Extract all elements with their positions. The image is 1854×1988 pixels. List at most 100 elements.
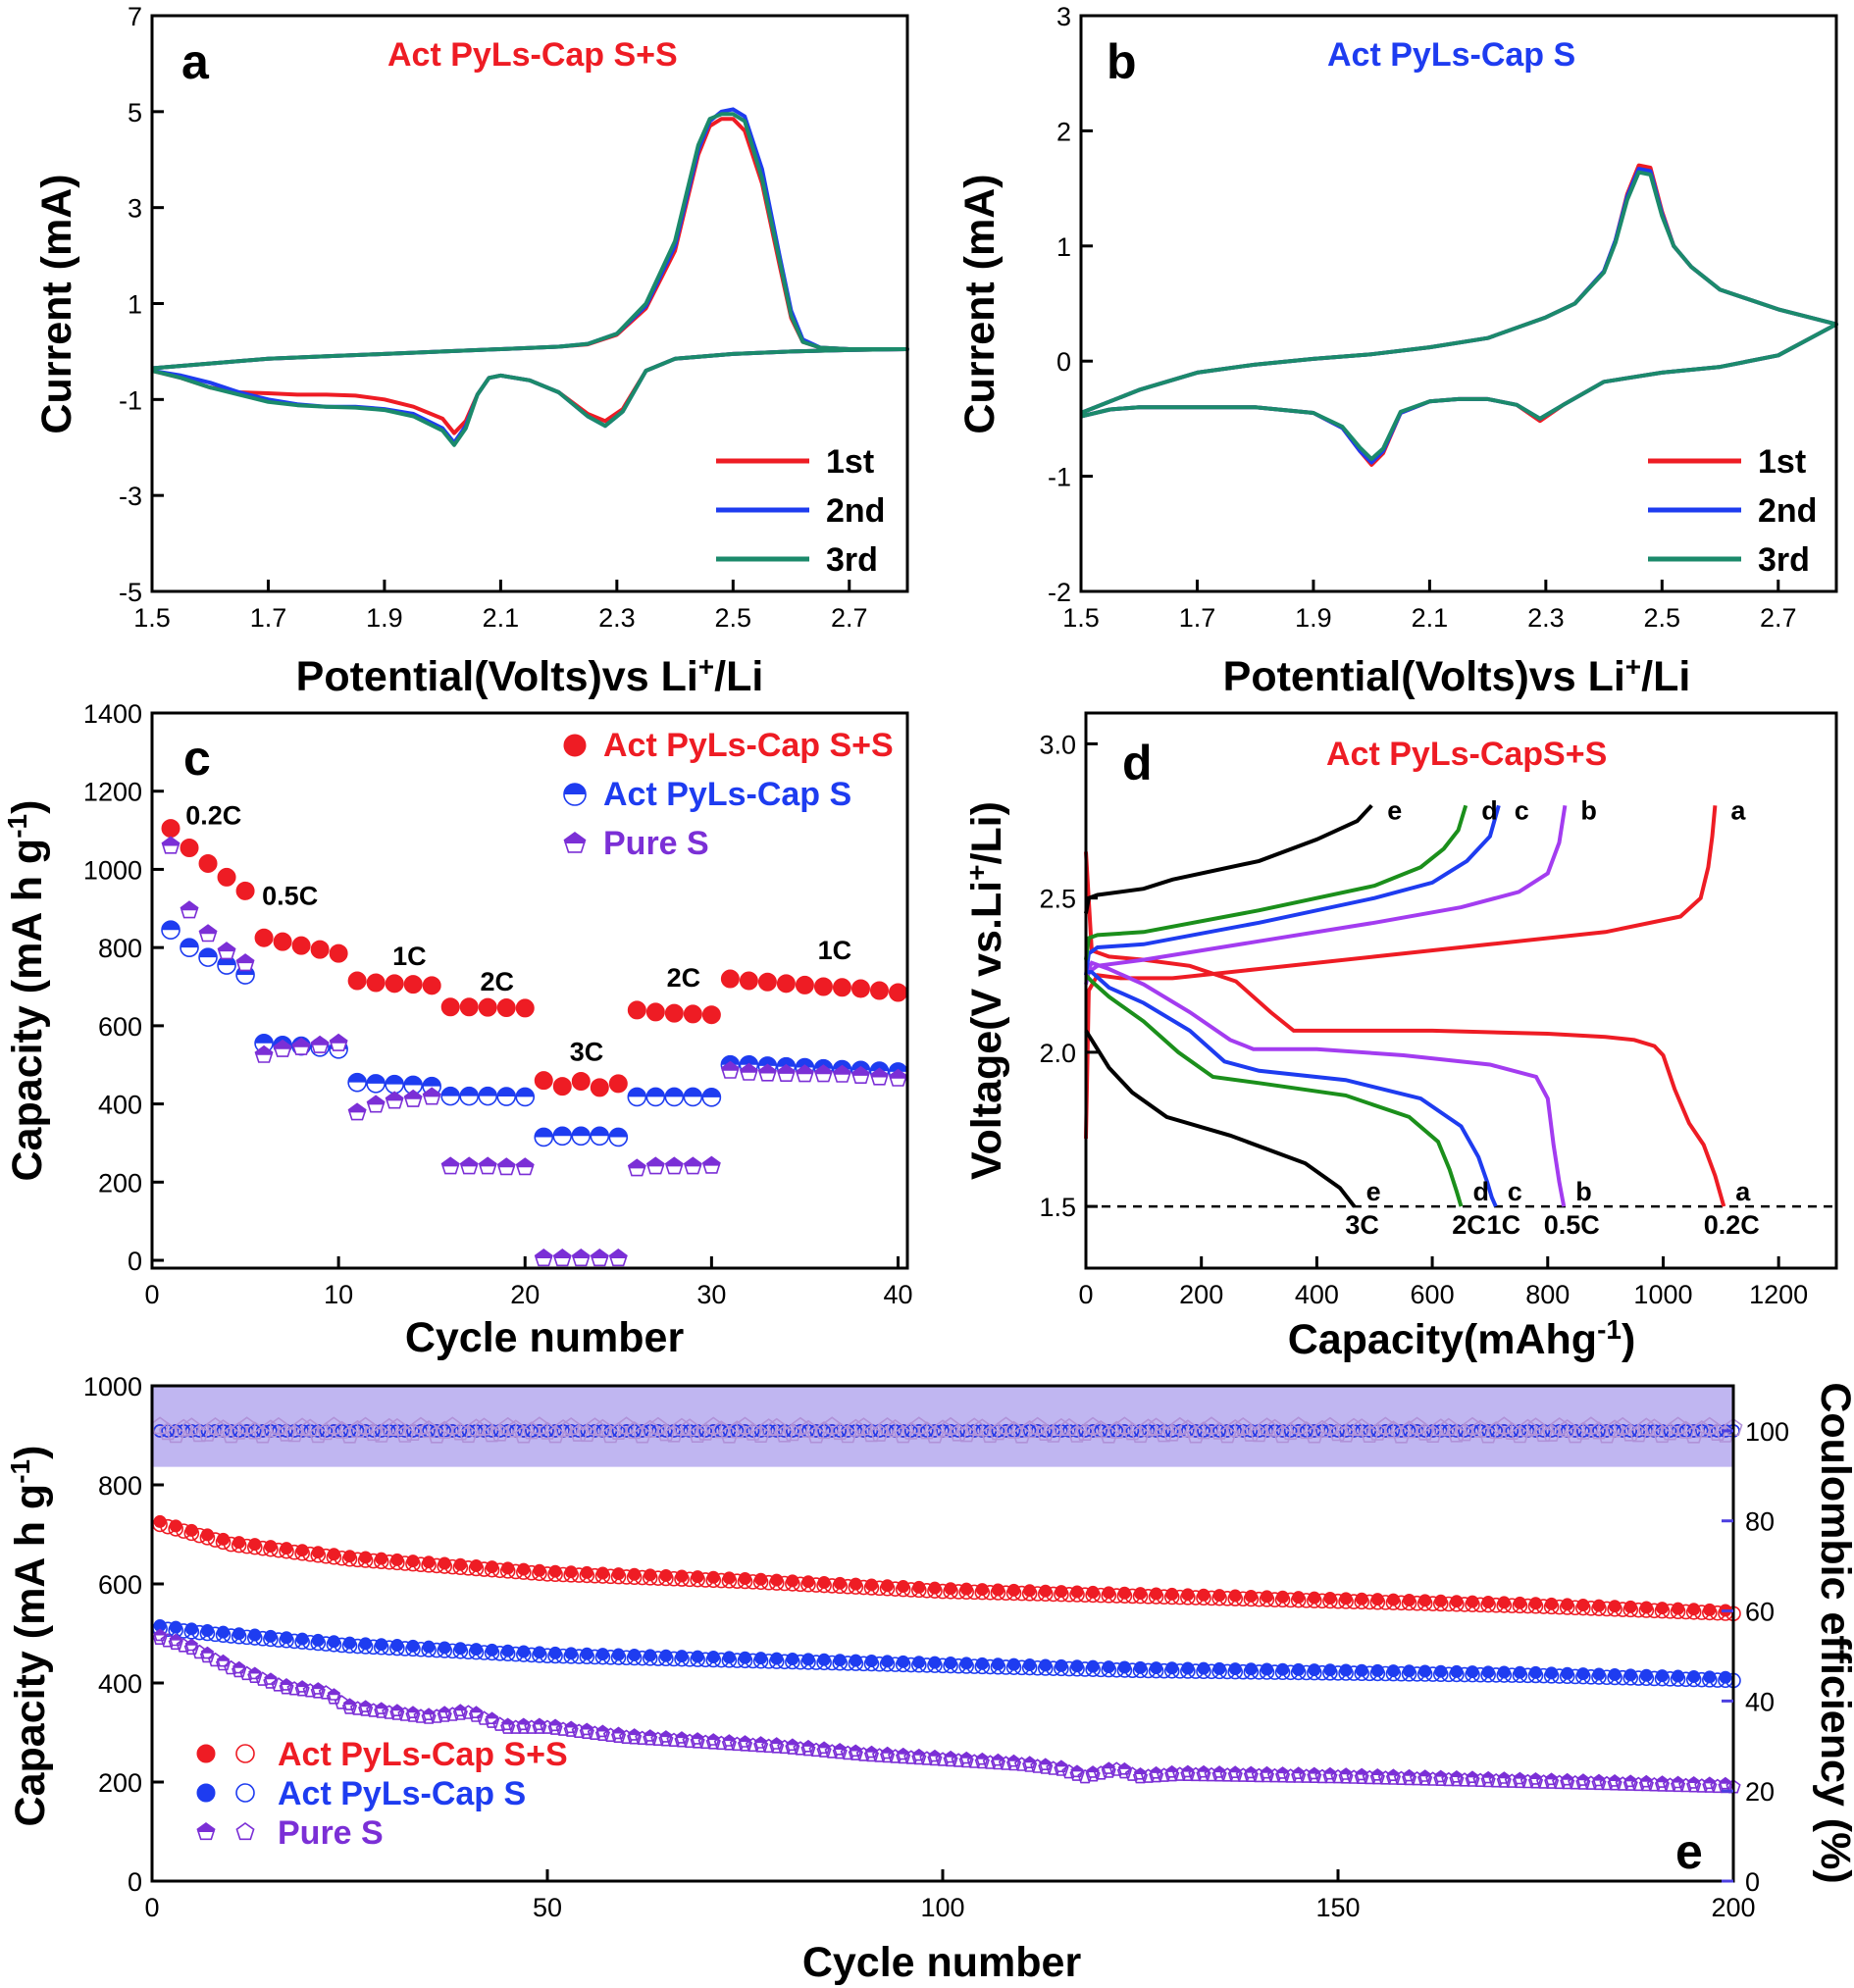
panel-e-capf-2-51-top bbox=[549, 1719, 561, 1726]
panel-e-capf-2-199 bbox=[1719, 1776, 1732, 1790]
panel-e-eff-2-159 bbox=[1400, 1420, 1419, 1439]
panel-e-capf-2-29-top bbox=[376, 1703, 387, 1709]
panel-c-point-1-14-fill bbox=[423, 1077, 441, 1087]
panel-e-capf-2-79 bbox=[770, 1737, 784, 1750]
panel-e-capf-2-71 bbox=[706, 1733, 720, 1746]
panel-e-capf-2-27 bbox=[358, 1700, 373, 1712]
panel-e-capf-0-113 bbox=[1039, 1584, 1053, 1598]
panel-e-eff-2-187 bbox=[1621, 1423, 1640, 1442]
panel-e-capf-2-59-top bbox=[612, 1727, 625, 1734]
panel-c-point-1-5-fill bbox=[255, 1034, 274, 1044]
panel-e-capf-1-199 bbox=[1719, 1670, 1732, 1684]
panel-e-capf-1-43 bbox=[486, 1643, 499, 1657]
panel-e-eff-2-171 bbox=[1494, 1416, 1514, 1435]
panel-e-capf-1-193 bbox=[1672, 1669, 1685, 1683]
panel-c-point-2-2-top bbox=[199, 925, 217, 935]
panel-e-capf-2-151 bbox=[1339, 1767, 1353, 1780]
panel-e-legend-hollow-0 bbox=[235, 1744, 255, 1763]
panel-e-eff-2-191 bbox=[1652, 1425, 1672, 1444]
panel-d-ylabel-sup: + bbox=[961, 865, 992, 881]
panel-e-capf-1-37 bbox=[438, 1641, 451, 1655]
panel-e-eff-2-118 bbox=[1075, 1423, 1095, 1441]
panel-c-point-2-31 bbox=[739, 1062, 758, 1081]
panel-e-capf-2-53 bbox=[564, 1720, 578, 1734]
panel-e-legend-filled-0 bbox=[196, 1744, 216, 1763]
panel-e-capf-2-19-top bbox=[296, 1681, 308, 1688]
panel-e-capf-0-31 bbox=[390, 1553, 404, 1566]
panel-e-eff-2-120 bbox=[1091, 1420, 1110, 1439]
panel-e-capf-2-151-top bbox=[1340, 1768, 1352, 1775]
panel-e-eff-2-45 bbox=[498, 1416, 518, 1435]
panel-d-discharge-c bbox=[1086, 970, 1498, 1207]
panel-c-point-1-32-fill bbox=[758, 1056, 777, 1066]
panel-e-capf-2-51 bbox=[548, 1718, 562, 1732]
panel-c-point-2-21 bbox=[552, 1249, 572, 1267]
panel-c-legend-label-1: Act PyLs-Cap S bbox=[603, 776, 851, 813]
panel-e-capf-2-155 bbox=[1370, 1768, 1384, 1781]
panel-e-eff-2-78 bbox=[759, 1418, 779, 1437]
panel-d-xtick-label-1: 200 bbox=[1179, 1280, 1223, 1309]
panel-c-point-2-16-top bbox=[460, 1157, 478, 1167]
panel-e-capf-2-61-top bbox=[629, 1729, 641, 1736]
panel-c-point-2-28-top bbox=[684, 1157, 701, 1167]
panel-e-capf-0-115 bbox=[1055, 1585, 1068, 1599]
panel-c-point-1-23-fill bbox=[591, 1127, 609, 1137]
panel-e-capf-0-145 bbox=[1292, 1591, 1306, 1605]
panel-d-ylabel: Voltage(V vs.Li+/Li) bbox=[961, 801, 1011, 1180]
panel-e-capf-2-167 bbox=[1466, 1770, 1479, 1783]
panel-a-ytick-label-5: 5 bbox=[128, 98, 142, 127]
panel-d-rate-label-d: 2C bbox=[1452, 1210, 1486, 1240]
panel-e-capf-2-175-top bbox=[1529, 1773, 1542, 1779]
panel-c-point-0-25 bbox=[627, 1000, 646, 1020]
panel-c-point-1-27 bbox=[664, 1087, 685, 1107]
panel-e-capf-2-141-top bbox=[1261, 1766, 1273, 1773]
panel-e-eff-2-195 bbox=[1684, 1425, 1704, 1444]
panel-c-point-2-33-top bbox=[777, 1064, 795, 1074]
panel-a-series-1st bbox=[151, 117, 909, 435]
panel-c-point-2-34-top bbox=[796, 1065, 813, 1075]
panel-e-capf-0-167 bbox=[1466, 1595, 1479, 1608]
panel-e-eff-2-81 bbox=[783, 1423, 802, 1442]
panel-e-eff-2-110 bbox=[1012, 1425, 1032, 1444]
panel-e-capf-0-11 bbox=[232, 1536, 246, 1550]
panel-e-eff-2-91 bbox=[861, 1424, 881, 1443]
panel-e-xlabel: Cycle number bbox=[802, 1939, 1082, 1986]
panel-c-point-1-0-fill bbox=[162, 921, 180, 931]
panel-e-eff-2-28 bbox=[364, 1423, 384, 1442]
panel-e-capf-2-145 bbox=[1292, 1766, 1306, 1779]
panel-c-point-2-15-top bbox=[441, 1157, 459, 1167]
panel-e-capf-2-137-top bbox=[1229, 1766, 1241, 1773]
panel-e-capf-1-177 bbox=[1545, 1666, 1559, 1680]
panel-e-capf-0-51 bbox=[548, 1564, 562, 1578]
panel-e-eff-2-11 bbox=[230, 1421, 249, 1440]
panel-d-charge-label-d: d bbox=[1481, 795, 1498, 825]
panel-d-ytick-label-3: 3.0 bbox=[1039, 730, 1076, 759]
panel-e-capf-1-147 bbox=[1308, 1663, 1321, 1677]
panel-e-capf-1-119 bbox=[1086, 1659, 1100, 1673]
panel-e-capf-1-127 bbox=[1150, 1661, 1163, 1675]
panel-b-xtick-label-5: 2.5 bbox=[1644, 603, 1681, 633]
panel-e-capf-1-131 bbox=[1181, 1661, 1195, 1675]
panel-c-rate-labels: 0.2C 0.5C 1C 2C 3C 2C 1C bbox=[185, 801, 851, 1067]
panel-e-capf-2-183-top bbox=[1593, 1774, 1605, 1781]
panel-e-marks bbox=[150, 1386, 1743, 1794]
panel-e-capf-1-51 bbox=[548, 1646, 562, 1659]
panel-e-ylabel-sup: -1 bbox=[5, 1459, 35, 1484]
panel-c-point-2-17-top bbox=[479, 1157, 496, 1167]
panel-b-xtick-label-2: 1.9 bbox=[1295, 603, 1332, 633]
panel-e-capf-1-21 bbox=[311, 1633, 325, 1647]
panel-e-capf-2-9 bbox=[216, 1654, 231, 1667]
panel-c-point-2-35 bbox=[813, 1064, 833, 1083]
panel-e-eff-2-30 bbox=[380, 1417, 399, 1436]
panel-e-capf-2-79-top bbox=[771, 1738, 783, 1745]
panel-e-capf-0-107 bbox=[991, 1583, 1004, 1597]
panel-e-capf-0-83 bbox=[801, 1575, 815, 1589]
panel-d: a a 0.2C b b 0.5C c c 1C d d 2C e e 3C 0 200 400 600 800 10… bbox=[961, 711, 1838, 1363]
panel-e-capf-1-165 bbox=[1450, 1664, 1464, 1678]
panel-c-point-2-3 bbox=[217, 942, 236, 960]
panel-e-eff-2-10 bbox=[222, 1425, 241, 1444]
panel-e-capf-0-165 bbox=[1450, 1595, 1464, 1608]
panel-e-capf-2-101 bbox=[944, 1750, 957, 1763]
panel-e-capf-2-47-top bbox=[518, 1718, 530, 1725]
